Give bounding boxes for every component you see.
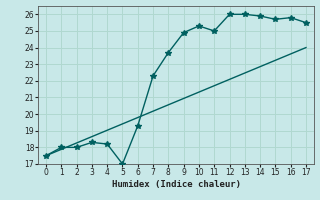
X-axis label: Humidex (Indice chaleur): Humidex (Indice chaleur) <box>111 180 241 189</box>
